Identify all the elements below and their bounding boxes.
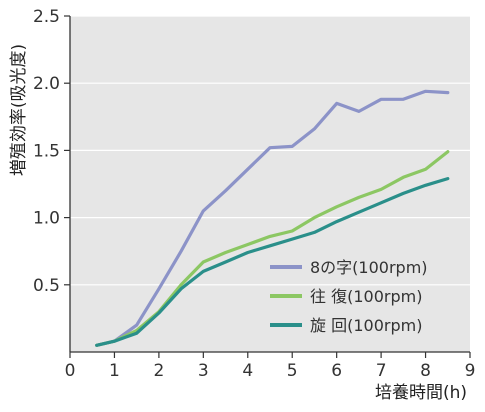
series-layer — [95, 89, 450, 347]
series-line-0 — [95, 89, 450, 347]
series-line-2 — [95, 177, 450, 347]
y-tick-label-0: 0.5 — [33, 276, 60, 296]
y-tick-label-4: 2.5 — [33, 7, 60, 27]
y-axis-title: 増殖効率(吸光度) — [9, 44, 29, 176]
x-tick-label-1: 1 — [109, 361, 120, 381]
legend-label-2: 旋 回(100rpm) — [310, 316, 422, 335]
gridlines — [70, 15, 470, 286]
x-tick-label-7: 7 — [376, 361, 387, 381]
x-tick-label-6: 6 — [331, 361, 342, 381]
y-tick-label-2: 1.5 — [33, 141, 60, 161]
x-tick-label-3: 3 — [198, 361, 209, 381]
x-axis-title: 培養時間(h) — [375, 383, 467, 403]
tick-labels: 0 1 2 3 4 5 6 7 8 9 0.5 1.0 1.5 2.0 2.5 — [33, 7, 475, 381]
x-tick-label-9: 9 — [465, 361, 476, 381]
axes — [64, 15, 471, 358]
x-tick-label-4: 4 — [242, 361, 253, 381]
legend-label-0: 8の字(100rpm) — [310, 258, 428, 277]
x-tick-label-5: 5 — [287, 361, 298, 381]
x-tick-label-2: 2 — [153, 361, 164, 381]
legend-label-1: 往 復(100rpm) — [310, 287, 422, 306]
x-tick-label-0: 0 — [65, 361, 76, 381]
x-tick-label-8: 8 — [420, 361, 431, 381]
y-tick-label-3: 2.0 — [33, 74, 60, 94]
legend: 8の字(100rpm) 往 復(100rpm) 旋 回(100rpm) — [270, 258, 428, 335]
y-tick-label-1: 1.0 — [33, 209, 60, 229]
